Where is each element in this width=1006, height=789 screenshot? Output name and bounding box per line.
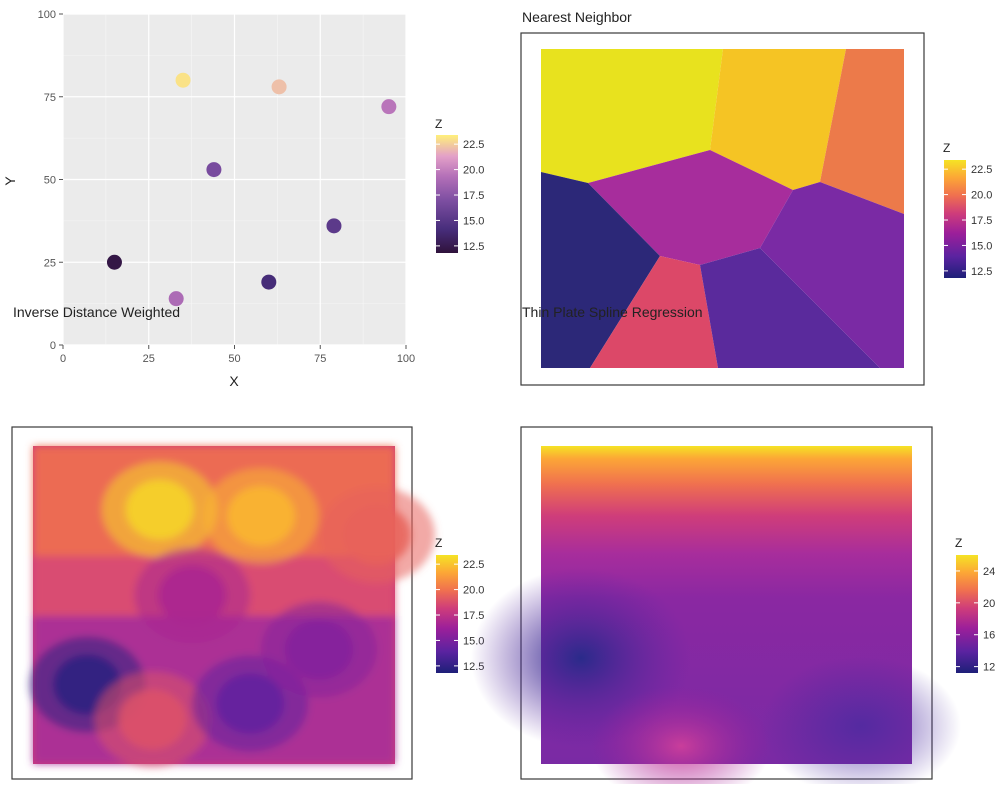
nearest-neighbor-legend: Z 22.5 20.0 17.5 15.0 12.5 bbox=[943, 141, 992, 278]
cell-top-right bbox=[820, 49, 904, 214]
data-point bbox=[271, 79, 287, 95]
legend-tick-label: 17.5 bbox=[463, 610, 484, 622]
legend-colorbar bbox=[944, 160, 966, 278]
legend-tick-label: 24 bbox=[983, 566, 995, 578]
legend-colorbar bbox=[436, 555, 458, 673]
y-tick-label: 100 bbox=[38, 9, 56, 21]
tps-panel: Thin Plate Spline Regression Z 24 20 16 12 bbox=[471, 304, 995, 789]
legend-tick-label: 17.5 bbox=[971, 215, 992, 227]
x-tick-label: 50 bbox=[228, 353, 240, 365]
cell-bottom-middle-left bbox=[590, 256, 718, 368]
x-tick-label: 100 bbox=[397, 353, 415, 365]
legend-tick-label: 20.0 bbox=[971, 190, 992, 202]
x-tick-label: 25 bbox=[143, 353, 155, 365]
legend-title: Z bbox=[943, 141, 950, 155]
legend-tick-label: 20.0 bbox=[463, 165, 484, 177]
data-point bbox=[206, 162, 222, 178]
panel-frame bbox=[11, 426, 413, 780]
x-axis-ticks: 0 25 50 75 100 bbox=[60, 345, 415, 365]
legend-tick-label: 16 bbox=[983, 630, 995, 642]
legend-tick-label: 15.0 bbox=[971, 240, 992, 252]
x-axis-label: X bbox=[229, 373, 239, 389]
cell-right bbox=[760, 182, 904, 368]
panel-frame bbox=[520, 32, 925, 386]
legend-tick-label: 12.5 bbox=[463, 241, 484, 253]
y-axis-ticks: 0 25 50 75 100 bbox=[38, 9, 63, 352]
y-axis-label: Y bbox=[2, 176, 18, 186]
panel-title: Nearest Neighbor bbox=[522, 9, 632, 25]
data-point bbox=[326, 218, 342, 234]
data-point bbox=[261, 274, 277, 290]
scatter-panel: 0 25 50 75 100 0 25 50 75 100 X Y Z 22.5 20.0 17.5… bbox=[2, 9, 484, 389]
x-tick-label: 0 bbox=[60, 353, 66, 365]
legend-colorbar bbox=[436, 135, 458, 253]
legend-tick-label: 12 bbox=[983, 662, 995, 674]
legend-title: Z bbox=[955, 536, 962, 550]
cell-center bbox=[588, 150, 793, 265]
x-tick-label: 75 bbox=[314, 353, 326, 365]
legend-tick-label: 22.5 bbox=[463, 559, 484, 571]
idw-panel: Inverse Distance Weighted Z 22.5 20.0 17.5… bbox=[11, 304, 484, 780]
data-point bbox=[381, 99, 397, 115]
data-point bbox=[168, 291, 184, 307]
cell-left bbox=[541, 172, 660, 368]
legend-colorbar bbox=[956, 555, 978, 673]
cell-top-middle bbox=[710, 49, 846, 190]
scatter-legend: Z 22.5 20.0 17.5 15.0 12.5 bbox=[435, 117, 484, 253]
legend-tick-label: 20.0 bbox=[463, 585, 484, 597]
legend-ticks: 24 20 16 12 bbox=[956, 566, 995, 674]
legend-tick-label: 12.5 bbox=[971, 266, 992, 278]
data-point bbox=[106, 254, 122, 270]
panel-title: Inverse Distance Weighted bbox=[13, 304, 180, 320]
legend-ticks: 22.5 20.0 17.5 15.0 12.5 bbox=[436, 139, 484, 253]
idw-surface bbox=[29, 446, 435, 768]
cell-top-left bbox=[541, 49, 723, 183]
y-tick-label: 25 bbox=[44, 257, 56, 269]
nearest-neighbor-panel: Nearest Neighbor Z 22.5 20.0 17.5 15.0 12.5 bbox=[520, 9, 992, 386]
scatter-points bbox=[106, 72, 397, 307]
legend-tick-label: 15.0 bbox=[463, 215, 484, 227]
legend-tick-label: 20 bbox=[983, 598, 995, 610]
y-tick-label: 75 bbox=[44, 92, 56, 104]
cell-bottom-middle-right bbox=[700, 248, 880, 368]
panel-title: Thin Plate Spline Regression bbox=[522, 304, 703, 320]
legend-title: Z bbox=[435, 117, 442, 131]
legend-ticks: 22.5 20.0 17.5 15.0 12.5 bbox=[944, 164, 992, 278]
legend-tick-label: 22.5 bbox=[463, 139, 484, 151]
nearest-neighbor-map bbox=[541, 49, 904, 368]
legend-title: Z bbox=[435, 536, 442, 550]
tps-legend: Z 24 20 16 12 bbox=[955, 536, 995, 674]
legend-tick-label: 17.5 bbox=[463, 190, 484, 202]
tps-surface bbox=[471, 446, 961, 789]
y-tick-label: 0 bbox=[50, 340, 56, 352]
data-point bbox=[175, 72, 191, 88]
legend-tick-label: 22.5 bbox=[971, 164, 992, 176]
y-tick-label: 50 bbox=[44, 175, 56, 187]
